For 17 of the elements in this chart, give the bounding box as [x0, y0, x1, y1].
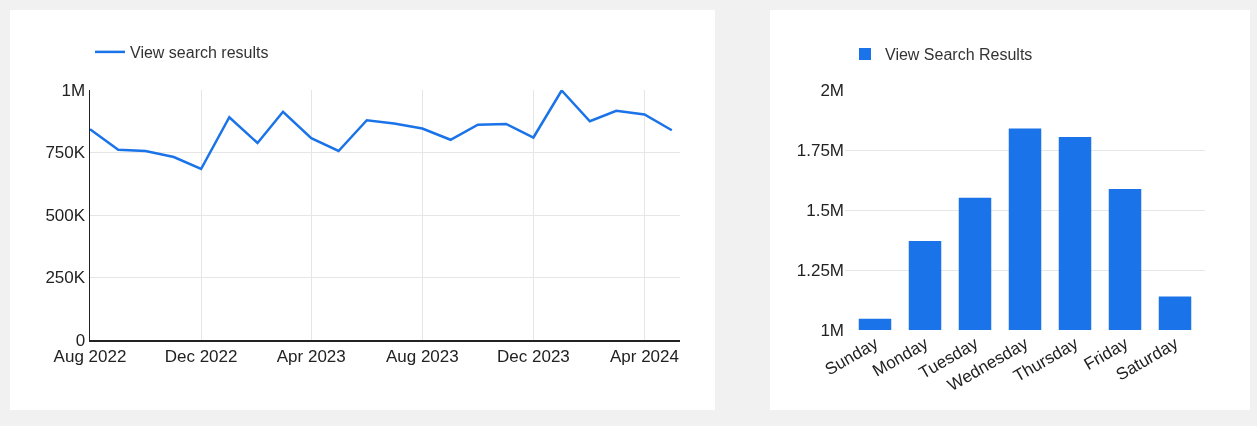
x-tick-label: Dec 2023 — [497, 346, 570, 366]
x-tick-label: Apr 2024 — [609, 346, 679, 366]
legend-label: View search results — [130, 44, 269, 62]
x-tick-label: Aug 2023 — [385, 346, 459, 366]
y-tick-label: 500K — [45, 205, 86, 225]
y-tick-label: 1.75M — [796, 140, 844, 160]
x-tick-label: Dec 2022 — [164, 346, 238, 366]
y-tick-label: 250K — [45, 268, 86, 288]
y-tick-label: 2M — [820, 80, 844, 100]
y-tick-label: 1M — [61, 80, 86, 100]
line-series — [90, 90, 674, 171]
y-tick-label: 1.25M — [796, 260, 844, 280]
legend-label: View Search Results — [885, 46, 1033, 64]
y-tick-label: 750K — [45, 143, 86, 163]
x-tick-label: Apr 2023 — [276, 346, 346, 366]
y-tick-label: 1M — [820, 320, 844, 340]
y-tick-label: 1.5M — [806, 200, 844, 220]
